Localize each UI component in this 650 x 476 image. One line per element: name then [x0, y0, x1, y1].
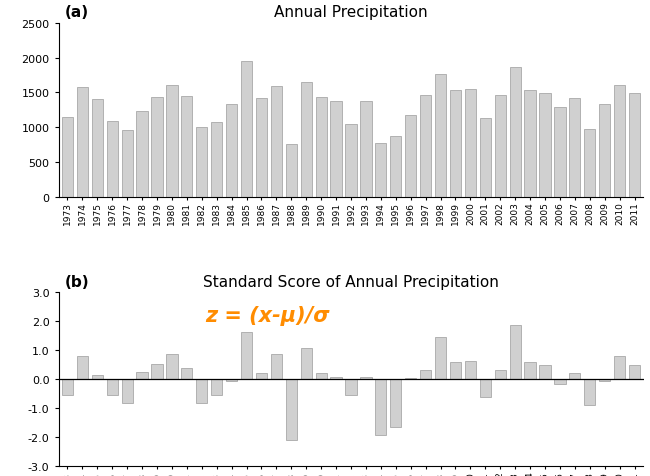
Bar — [226, 104, 237, 198]
Bar — [122, 131, 133, 198]
Bar — [435, 74, 446, 198]
Bar — [420, 96, 431, 198]
Bar — [435, 337, 446, 380]
Bar — [510, 326, 521, 380]
Text: Annual Precipitation: Annual Precipitation — [274, 5, 428, 20]
Bar — [375, 380, 387, 435]
Bar — [360, 377, 372, 380]
Text: z = (x-μ)/σ: z = (x-μ)/σ — [205, 305, 330, 325]
Bar — [166, 354, 177, 380]
Bar — [107, 122, 118, 198]
Bar — [77, 88, 88, 198]
Bar — [614, 356, 625, 380]
Bar — [181, 97, 192, 198]
Bar — [315, 373, 327, 380]
Bar — [92, 100, 103, 198]
Bar — [629, 94, 640, 198]
Bar — [420, 370, 431, 380]
Bar — [525, 90, 536, 198]
Bar — [554, 380, 565, 384]
Bar — [330, 377, 342, 380]
Bar — [495, 370, 506, 380]
Bar — [614, 86, 625, 198]
Bar — [226, 380, 237, 381]
Bar — [77, 356, 88, 380]
Bar — [301, 348, 312, 380]
Bar — [405, 116, 416, 198]
Bar — [375, 143, 387, 198]
Bar — [211, 122, 222, 198]
Bar — [271, 87, 282, 198]
Bar — [584, 380, 595, 405]
Bar — [480, 119, 491, 198]
Bar — [405, 378, 416, 380]
Bar — [510, 68, 521, 198]
Bar — [241, 332, 252, 380]
Bar — [166, 86, 177, 198]
Bar — [271, 354, 282, 380]
Bar — [107, 380, 118, 396]
Text: (a): (a) — [64, 5, 88, 20]
Bar — [390, 380, 401, 427]
Bar — [345, 380, 357, 396]
Bar — [181, 369, 192, 380]
Bar — [151, 98, 162, 198]
Bar — [256, 99, 267, 198]
Bar — [286, 380, 297, 440]
Bar — [554, 108, 565, 198]
Bar — [390, 136, 401, 198]
Bar — [330, 101, 342, 198]
Bar — [599, 380, 610, 381]
Bar — [450, 362, 461, 380]
Bar — [360, 101, 372, 198]
Bar — [465, 90, 476, 198]
Text: Standard Score of Annual Precipitation: Standard Score of Annual Precipitation — [203, 275, 499, 289]
Bar — [211, 380, 222, 396]
Bar — [525, 362, 536, 380]
Bar — [345, 125, 357, 198]
Bar — [495, 96, 506, 198]
Bar — [301, 83, 312, 198]
Bar — [540, 94, 551, 198]
Bar — [92, 375, 103, 380]
Bar — [151, 364, 162, 380]
Bar — [62, 380, 73, 396]
Bar — [450, 90, 461, 198]
Bar — [540, 366, 551, 380]
Bar — [196, 380, 207, 403]
Bar — [196, 127, 207, 198]
Bar — [599, 104, 610, 198]
Bar — [315, 98, 327, 198]
Bar — [286, 145, 297, 198]
Bar — [136, 112, 148, 198]
Bar — [241, 62, 252, 198]
Bar — [480, 380, 491, 397]
Bar — [62, 118, 73, 198]
Bar — [569, 373, 580, 380]
Bar — [122, 380, 133, 403]
Bar — [584, 129, 595, 198]
Text: (b): (b) — [64, 275, 89, 289]
Bar — [629, 366, 640, 380]
Bar — [136, 372, 148, 380]
Bar — [256, 373, 267, 380]
Bar — [465, 361, 476, 380]
Bar — [569, 99, 580, 198]
